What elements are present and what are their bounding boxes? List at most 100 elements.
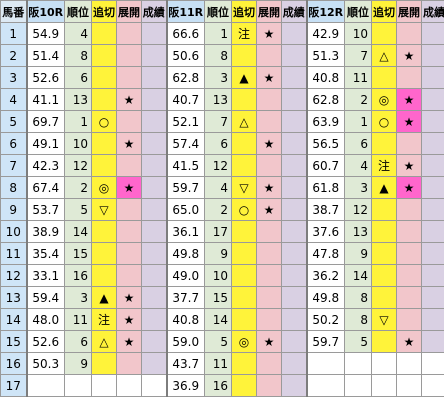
position-mark-cell[interactable]: 注 xyxy=(231,22,257,45)
score-cell[interactable]: 37.6 xyxy=(305,220,345,243)
position-mark-cell[interactable] xyxy=(231,242,257,265)
horse-number-cell[interactable]: 3 xyxy=(0,66,27,89)
position-mark-cell[interactable] xyxy=(371,242,397,265)
development-mark-cell[interactable] xyxy=(396,198,422,221)
score-cell[interactable]: 57.4 xyxy=(165,132,205,155)
result-cell[interactable] xyxy=(141,110,167,133)
rank-cell[interactable]: 9 xyxy=(64,352,92,375)
position-mark-cell[interactable]: 注 xyxy=(91,308,117,331)
development-mark-cell[interactable] xyxy=(256,110,282,133)
score-cell[interactable]: 67.4 xyxy=(25,176,65,199)
header-rank[interactable]: 順位 xyxy=(64,0,92,23)
position-mark-cell[interactable] xyxy=(371,22,397,45)
development-mark-cell[interactable]: ★ xyxy=(256,330,282,353)
result-cell[interactable] xyxy=(281,374,307,397)
position-mark-cell[interactable]: ◎ xyxy=(371,88,397,111)
position-mark-cell[interactable] xyxy=(231,308,257,331)
position-mark-cell[interactable]: △ xyxy=(371,44,397,67)
score-cell[interactable]: 37.7 xyxy=(165,286,205,309)
development-mark-cell[interactable] xyxy=(256,352,282,375)
development-mark-cell[interactable] xyxy=(256,374,282,397)
position-mark-cell[interactable] xyxy=(231,374,257,397)
result-cell[interactable] xyxy=(141,308,167,331)
score-cell[interactable]: 42.9 xyxy=(305,22,345,45)
result-cell[interactable] xyxy=(421,352,444,375)
position-mark-cell[interactable] xyxy=(91,220,117,243)
development-mark-cell[interactable] xyxy=(256,242,282,265)
score-cell[interactable]: 48.0 xyxy=(25,308,65,331)
header-development[interactable]: 展開 xyxy=(116,0,142,23)
position-mark-cell[interactable]: ▲ xyxy=(231,66,257,89)
score-cell[interactable]: 43.7 xyxy=(165,352,205,375)
development-mark-cell[interactable] xyxy=(396,308,422,331)
position-mark-cell[interactable]: △ xyxy=(91,330,117,353)
score-cell[interactable]: 63.9 xyxy=(305,110,345,133)
result-cell[interactable] xyxy=(421,88,444,111)
development-mark-cell[interactable]: ★ xyxy=(116,132,142,155)
position-mark-cell[interactable]: ○ xyxy=(91,110,117,133)
development-mark-cell[interactable]: ★ xyxy=(256,132,282,155)
position-mark-cell[interactable] xyxy=(371,286,397,309)
score-cell[interactable]: 49.8 xyxy=(165,242,205,265)
result-cell[interactable] xyxy=(421,44,444,67)
horse-number-cell[interactable]: 10 xyxy=(0,220,27,243)
rank-cell[interactable]: 1 xyxy=(64,110,92,133)
result-cell[interactable] xyxy=(421,330,444,353)
result-cell[interactable] xyxy=(281,352,307,375)
position-mark-cell[interactable] xyxy=(371,66,397,89)
rank-cell[interactable]: 9 xyxy=(204,242,232,265)
rank-cell[interactable]: 7 xyxy=(344,44,372,67)
horse-number-cell[interactable]: 4 xyxy=(0,88,27,111)
development-mark-cell[interactable] xyxy=(116,374,142,397)
result-cell[interactable] xyxy=(141,286,167,309)
score-cell[interactable]: 50.3 xyxy=(25,352,65,375)
development-mark-cell[interactable]: ★ xyxy=(256,22,282,45)
development-mark-cell[interactable] xyxy=(396,352,422,375)
rank-cell[interactable]: 13 xyxy=(64,88,92,111)
rank-cell[interactable]: 8 xyxy=(64,44,92,67)
position-mark-cell[interactable] xyxy=(231,154,257,177)
position-mark-cell[interactable] xyxy=(231,88,257,111)
result-cell[interactable] xyxy=(281,88,307,111)
position-mark-cell[interactable] xyxy=(91,352,117,375)
development-mark-cell[interactable] xyxy=(256,308,282,331)
header-result[interactable]: 成績 xyxy=(141,0,167,23)
result-cell[interactable] xyxy=(141,22,167,45)
position-mark-cell[interactable]: ◎ xyxy=(91,176,117,199)
score-cell[interactable]: 54.9 xyxy=(25,22,65,45)
rank-cell[interactable]: 14 xyxy=(204,308,232,331)
rank-cell[interactable]: 8 xyxy=(344,286,372,309)
horse-number-cell[interactable]: 15 xyxy=(0,330,27,353)
development-mark-cell[interactable]: ★ xyxy=(396,44,422,67)
development-mark-cell[interactable]: ★ xyxy=(396,330,422,353)
position-mark-cell[interactable] xyxy=(91,374,117,397)
rank-cell[interactable]: 15 xyxy=(64,242,92,265)
development-mark-cell[interactable]: ★ xyxy=(116,176,142,199)
rank-cell[interactable]: 14 xyxy=(344,264,372,287)
result-cell[interactable] xyxy=(421,264,444,287)
rank-cell[interactable]: 11 xyxy=(204,352,232,375)
rank-cell[interactable]: 5 xyxy=(204,330,232,353)
score-cell[interactable]: 51.3 xyxy=(305,44,345,67)
position-mark-cell[interactable]: ▽ xyxy=(371,308,397,331)
development-mark-cell[interactable] xyxy=(256,286,282,309)
development-mark-cell[interactable] xyxy=(116,220,142,243)
score-cell[interactable]: 40.7 xyxy=(165,88,205,111)
rank-cell[interactable] xyxy=(344,374,372,397)
result-cell[interactable] xyxy=(421,286,444,309)
result-cell[interactable] xyxy=(281,242,307,265)
score-cell[interactable]: 66.6 xyxy=(165,22,205,45)
rank-cell[interactable]: 11 xyxy=(344,66,372,89)
rank-cell[interactable]: 4 xyxy=(204,176,232,199)
development-mark-cell[interactable] xyxy=(396,286,422,309)
development-mark-cell[interactable] xyxy=(116,264,142,287)
result-cell[interactable] xyxy=(141,176,167,199)
score-cell[interactable]: 52.6 xyxy=(25,66,65,89)
position-mark-cell[interactable] xyxy=(231,44,257,67)
result-cell[interactable] xyxy=(141,242,167,265)
development-mark-cell[interactable] xyxy=(256,44,282,67)
result-cell[interactable] xyxy=(421,132,444,155)
rank-cell[interactable]: 4 xyxy=(344,154,372,177)
position-mark-cell[interactable] xyxy=(371,330,397,353)
score-cell[interactable]: 35.4 xyxy=(25,242,65,265)
